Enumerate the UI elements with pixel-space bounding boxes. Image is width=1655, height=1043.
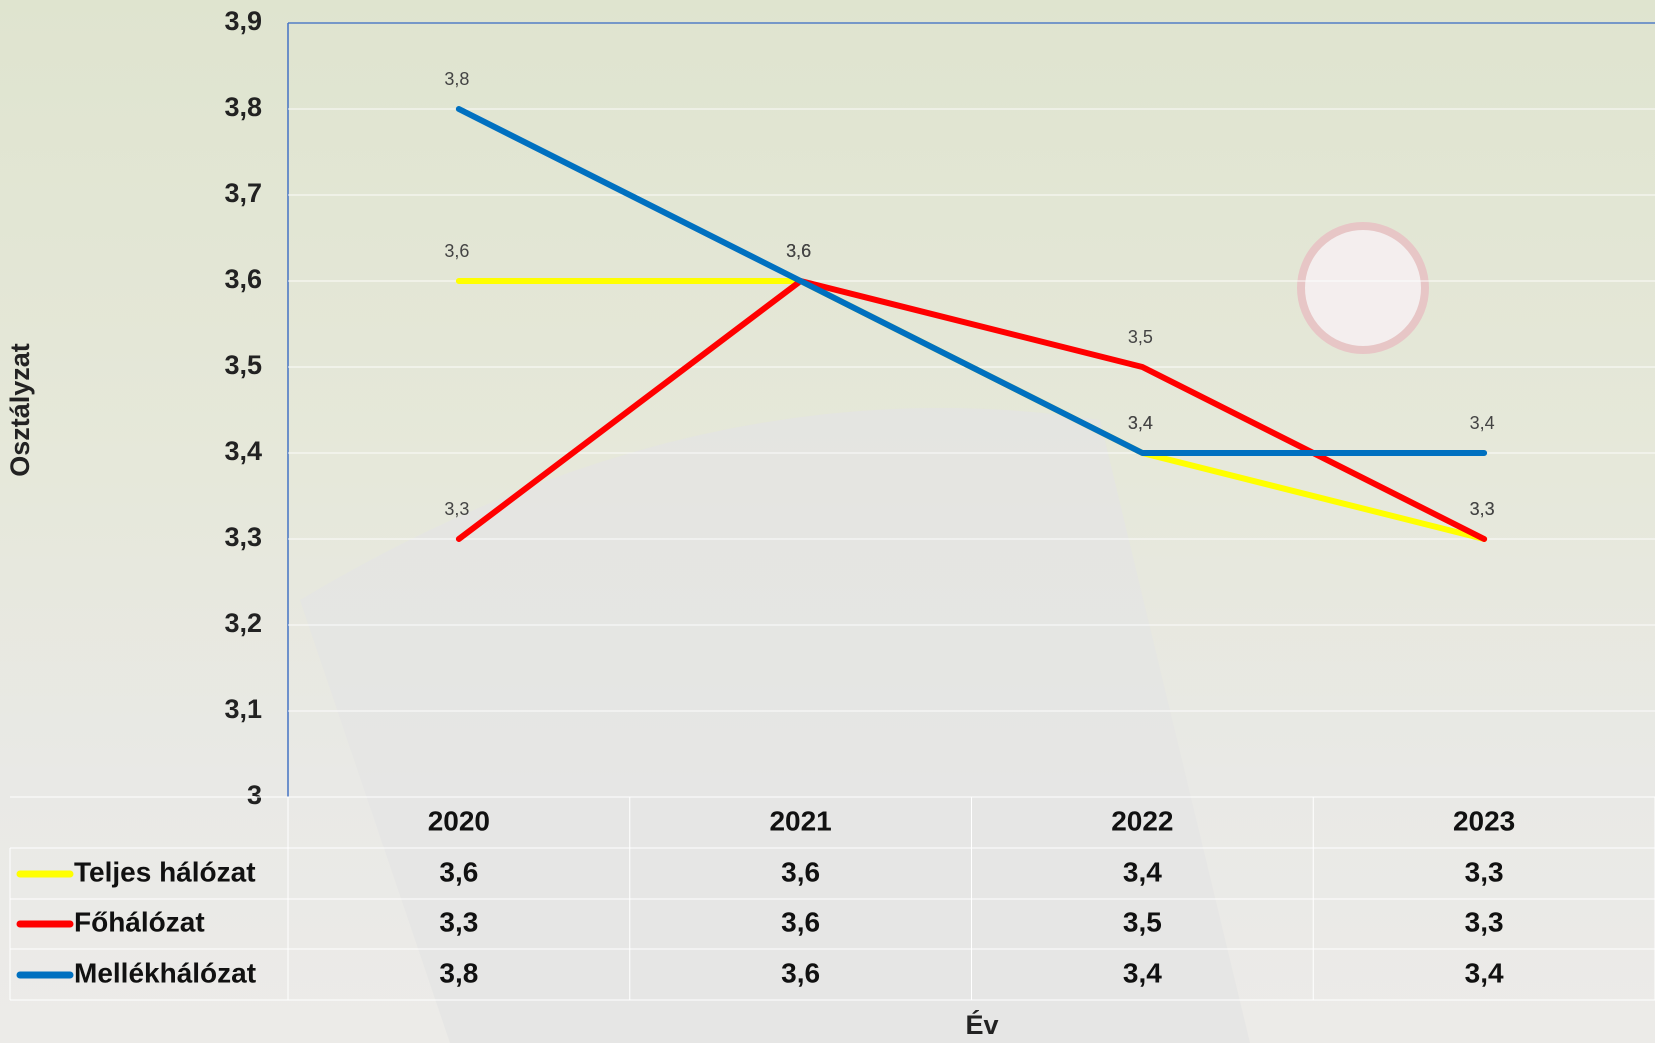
data-label: 3,5 <box>1128 327 1153 347</box>
table-cell: 3,6 <box>439 856 478 887</box>
data-label: 3,3 <box>1470 499 1495 519</box>
x-tick-label: 2023 <box>1453 805 1515 836</box>
table-cell: 3,5 <box>1123 906 1162 937</box>
y-tick-label: 3 <box>247 780 262 810</box>
y-tick-label: 3,5 <box>224 350 262 380</box>
data-label: 3,6 <box>444 241 469 261</box>
data-label: 3,4 <box>1470 413 1495 433</box>
y-tick-label: 3,9 <box>224 6 262 36</box>
legend-label: Teljes hálózat <box>74 856 256 887</box>
data-label: 3,4 <box>1128 413 1153 433</box>
y-axis-title: Osztályzat <box>5 343 35 477</box>
data-label: 3,6 <box>786 241 811 261</box>
table-cell: 3,8 <box>439 957 478 988</box>
x-tick-label: 2022 <box>1111 805 1173 836</box>
data-label: 3,8 <box>444 69 469 89</box>
legend-label: Főhálózat <box>74 906 205 937</box>
y-tick-label: 3,7 <box>224 178 262 208</box>
y-tick-label: 3,4 <box>224 436 262 466</box>
sign <box>1297 222 1429 354</box>
data-label: 3,4 <box>1128 413 1153 433</box>
data-label: 3,3 <box>444 499 469 519</box>
table-cell: 3,4 <box>1123 856 1162 887</box>
series-line <box>455 106 1488 456</box>
table-cell: 3,3 <box>1465 906 1504 937</box>
data-label: 3,6 <box>786 241 811 261</box>
x-axis-title: Év <box>965 1009 998 1040</box>
table-cell: 3,6 <box>781 906 820 937</box>
y-tick-label: 3,1 <box>224 694 262 724</box>
y-tick-label: 3,2 <box>224 608 262 638</box>
legend-label: Mellékhálózat <box>74 957 256 988</box>
table-cell: 3,4 <box>1465 957 1504 988</box>
table-cell: 3,6 <box>781 957 820 988</box>
x-tick-label: 2021 <box>769 805 831 836</box>
table-cell: 3,6 <box>781 856 820 887</box>
x-tick-label: 2020 <box>428 805 490 836</box>
data-label: 3,6 <box>786 241 811 261</box>
data-label: 3,3 <box>1470 499 1495 519</box>
table-cell: 3,3 <box>439 906 478 937</box>
table-cell: 3,4 <box>1123 957 1162 988</box>
y-tick-label: 3,6 <box>224 264 262 294</box>
table-cell: 3,3 <box>1465 856 1504 887</box>
road <box>300 408 1250 1043</box>
y-tick-label: 3,8 <box>224 92 262 122</box>
y-tick-label: 3,3 <box>224 522 262 552</box>
